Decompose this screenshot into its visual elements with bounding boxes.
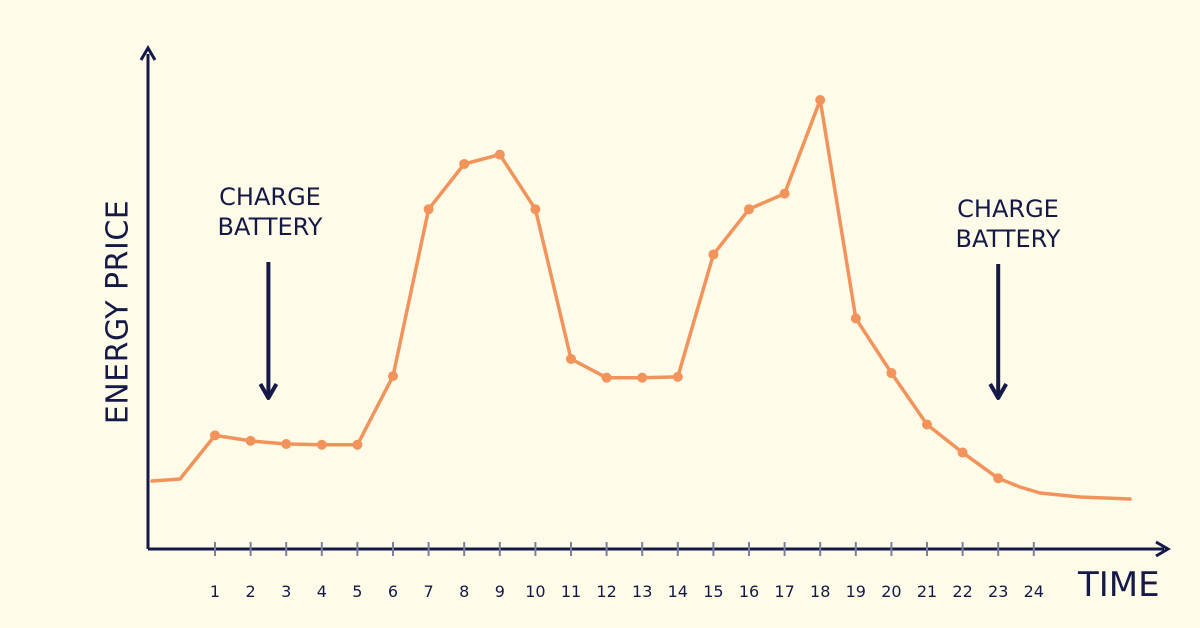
x-tick-label: 13 bbox=[632, 582, 652, 601]
x-tick-label: 15 bbox=[703, 582, 723, 601]
x-tick-label: 16 bbox=[739, 582, 759, 601]
x-tick-label: 10 bbox=[525, 582, 545, 601]
data-point bbox=[423, 204, 434, 215]
x-tick-label: 12 bbox=[596, 582, 616, 601]
data-point bbox=[316, 439, 327, 450]
annotation-line-1: CHARGE bbox=[219, 183, 321, 211]
data-point bbox=[850, 313, 861, 324]
annotation-line-2: BATTERY bbox=[217, 213, 323, 241]
annotation-arrows bbox=[258, 262, 1008, 400]
data-point bbox=[601, 372, 612, 383]
data-point bbox=[922, 419, 932, 430]
data-point bbox=[957, 447, 968, 458]
x-tick-label: 24 bbox=[1024, 582, 1044, 601]
data-point bbox=[566, 353, 576, 364]
x-tick-label: 7 bbox=[424, 582, 434, 601]
x-tick-label: 22 bbox=[952, 582, 972, 601]
x-ticks: 1 2 3 4 5 6 7 8 9 10 11 12 13 14 15 16 17 18 19 20 21 22 23 24 bbox=[210, 542, 1044, 601]
x-tick-label: 23 bbox=[988, 582, 1008, 601]
y-axis-label: ENERGY PRICE bbox=[100, 199, 136, 425]
data-point bbox=[530, 204, 541, 215]
data-point bbox=[637, 372, 648, 383]
x-axis-label: TIME bbox=[1078, 565, 1160, 605]
data-point bbox=[245, 435, 256, 446]
x-tick-label: 14 bbox=[668, 582, 688, 601]
x-tick-label: 6 bbox=[388, 582, 398, 601]
series-layer bbox=[150, 95, 1132, 501]
x-tick-label: 11 bbox=[561, 582, 581, 601]
x-tick-label: 19 bbox=[846, 582, 866, 601]
price-line bbox=[150, 98, 1132, 501]
x-tick-label: 17 bbox=[774, 582, 794, 601]
annotation-charge-battery-right: CHARGE BATTERY bbox=[956, 194, 1061, 254]
annotation-arrowhead bbox=[988, 383, 1008, 400]
x-tick-label: 3 bbox=[281, 582, 291, 601]
data-point bbox=[815, 95, 826, 105]
data-point bbox=[886, 368, 897, 378]
data-point bbox=[494, 149, 505, 160]
x-tick-label: 2 bbox=[246, 582, 256, 601]
data-point bbox=[672, 371, 683, 382]
annotation-charge-battery-left: CHARGE BATTERY bbox=[218, 182, 323, 242]
x-tick-label: 1 bbox=[210, 582, 220, 601]
x-tick-label: 4 bbox=[317, 582, 327, 601]
annotation-arrowhead bbox=[258, 383, 279, 400]
data-point bbox=[708, 249, 719, 260]
data-point bbox=[459, 158, 470, 169]
data-point bbox=[210, 430, 220, 441]
x-tick-label: 21 bbox=[917, 582, 937, 601]
x-tick-label: 18 bbox=[810, 582, 830, 601]
x-tick-label: 20 bbox=[881, 582, 901, 601]
annotation-line-1: CHARGE bbox=[957, 195, 1059, 223]
data-point bbox=[352, 439, 363, 450]
annotation-line-2: BATTERY bbox=[955, 225, 1061, 253]
data-point bbox=[993, 473, 1004, 484]
data-point bbox=[388, 371, 398, 382]
y-axis-arrowhead bbox=[139, 45, 157, 61]
x-tick-label: 8 bbox=[459, 582, 469, 601]
x-tick-label: 5 bbox=[352, 582, 362, 601]
data-point bbox=[779, 188, 790, 199]
axes bbox=[139, 45, 1171, 558]
x-tick-label: 9 bbox=[495, 582, 505, 601]
data-point bbox=[744, 204, 754, 215]
data-point bbox=[281, 438, 292, 449]
x-axis-arrowhead bbox=[1155, 540, 1171, 558]
